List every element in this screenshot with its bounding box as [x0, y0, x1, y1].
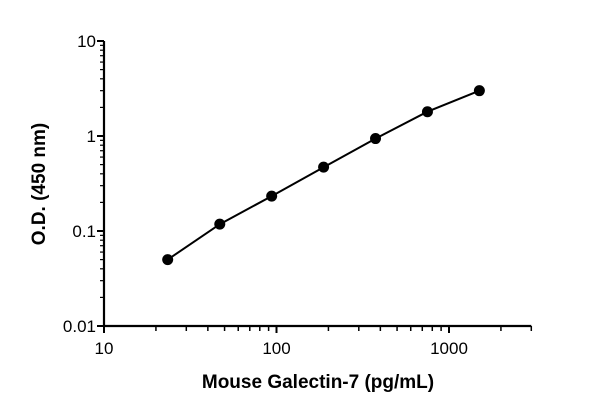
- data-point: [421, 106, 433, 118]
- x-axis-title: Mouse Galectin-7 (pg/mL): [202, 372, 434, 393]
- data-point: [370, 133, 382, 145]
- data-point: [162, 254, 174, 266]
- x-tick-label: 100: [262, 339, 290, 358]
- data-point: [214, 218, 226, 230]
- tick-labels: 10 100 1000 0.01 0.1 1 10: [63, 32, 468, 358]
- data-point: [318, 161, 330, 173]
- fit-curve-line: [167, 89, 480, 261]
- data-marks: [162, 85, 485, 266]
- y-axis-title: O.D. (450 nm): [29, 123, 50, 245]
- y-tick-label: 10: [77, 32, 96, 51]
- y-tick-label: 0.1: [72, 222, 96, 241]
- x-tick-label: 10: [95, 339, 114, 358]
- data-point: [266, 190, 278, 202]
- x-tick-label: 1000: [430, 339, 468, 358]
- data-point: [473, 85, 485, 97]
- y-tick-label: 0.01: [63, 317, 96, 336]
- axes: [97, 40, 533, 333]
- y-tick-label: 1: [87, 127, 96, 146]
